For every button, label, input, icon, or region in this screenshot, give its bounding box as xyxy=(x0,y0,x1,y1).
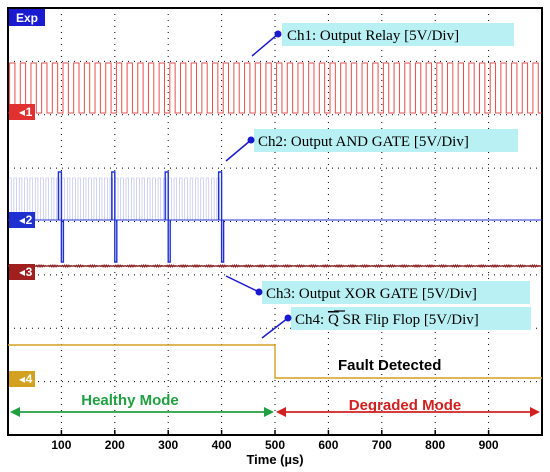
x-tick-label-400: 400 xyxy=(212,438,232,452)
svg-text:◂: ◂ xyxy=(19,105,25,119)
callout-ch4: Ch4: Q SR Flip Flop [5V/Div] xyxy=(261,307,531,339)
svg-text:1: 1 xyxy=(26,105,33,119)
healthy-mode-span: Healthy Mode xyxy=(10,392,274,417)
trace-ch3 xyxy=(7,263,543,269)
x-tick-label-500: 500 xyxy=(265,438,285,452)
x-axis-ticks: 100 200 300 400 500 600 700 800 900 xyxy=(51,430,499,452)
svg-text:◂: ◂ xyxy=(19,372,25,386)
svg-text:3: 3 xyxy=(26,265,33,279)
x-tick-label-600: 600 xyxy=(318,438,338,452)
trace-ch2-pulse-200 xyxy=(111,171,118,263)
trace-ch2-pulse-100 xyxy=(57,171,65,263)
trace-ch1 xyxy=(8,62,542,114)
x-tick-label-200: 200 xyxy=(105,438,125,452)
trace-ch4 xyxy=(8,344,542,379)
channel-marker-2: ◂ 2 xyxy=(9,212,35,228)
svg-text:2: 2 xyxy=(26,213,33,227)
callout-ch4-text: Ch4: Q SR Flip Flop [5V/Div] xyxy=(295,312,479,328)
svg-text:◂: ◂ xyxy=(19,213,25,227)
degraded-mode-span: Degraded Mode xyxy=(276,397,540,417)
channel-marker-3: ◂ 3 xyxy=(9,264,35,280)
callout-ch1: Ch1: Output Relay [5V/Div] xyxy=(251,23,514,57)
healthy-mode-label: Healthy Mode xyxy=(81,392,179,409)
traces xyxy=(7,62,543,379)
x-tick-label-900: 900 xyxy=(479,438,499,452)
trace-ch2-pulse-400 xyxy=(217,171,225,263)
callout-ch2: Ch2: Output AND GATE [5V/Div] xyxy=(225,129,518,162)
fault-detected-label: Fault Detected xyxy=(338,357,441,374)
svg-text:4: 4 xyxy=(26,372,33,386)
x-tick-label-100: 100 xyxy=(51,438,71,452)
channel-marker-1: ◂ 1 xyxy=(9,104,35,120)
callout-ch3: Ch3: Output XOR GATE [5V/Div] xyxy=(225,275,530,304)
x-tick-label-700: 700 xyxy=(372,438,392,452)
callout-ch2-text: Ch2: Output AND GATE [5V/Div] xyxy=(258,134,469,150)
callout-ch1-text: Ch1: Output Relay [5V/Div] xyxy=(287,28,459,44)
x-axis-title: Time (µs) xyxy=(246,452,303,467)
degraded-mode-label: Degraded Mode xyxy=(349,397,462,414)
x-tick-label-300: 300 xyxy=(158,438,178,452)
exp-label: Exp xyxy=(16,11,38,25)
callout-ch3-text: Ch3: Output XOR GATE [5V/Div] xyxy=(266,286,477,302)
x-tick-label-800: 800 xyxy=(425,438,445,452)
svg-text:◂: ◂ xyxy=(19,265,25,279)
channel-marker-4: ◂ 4 xyxy=(9,371,35,387)
trace-ch2-pulse-300 xyxy=(164,171,171,263)
exp-badge: Exp xyxy=(9,9,45,26)
